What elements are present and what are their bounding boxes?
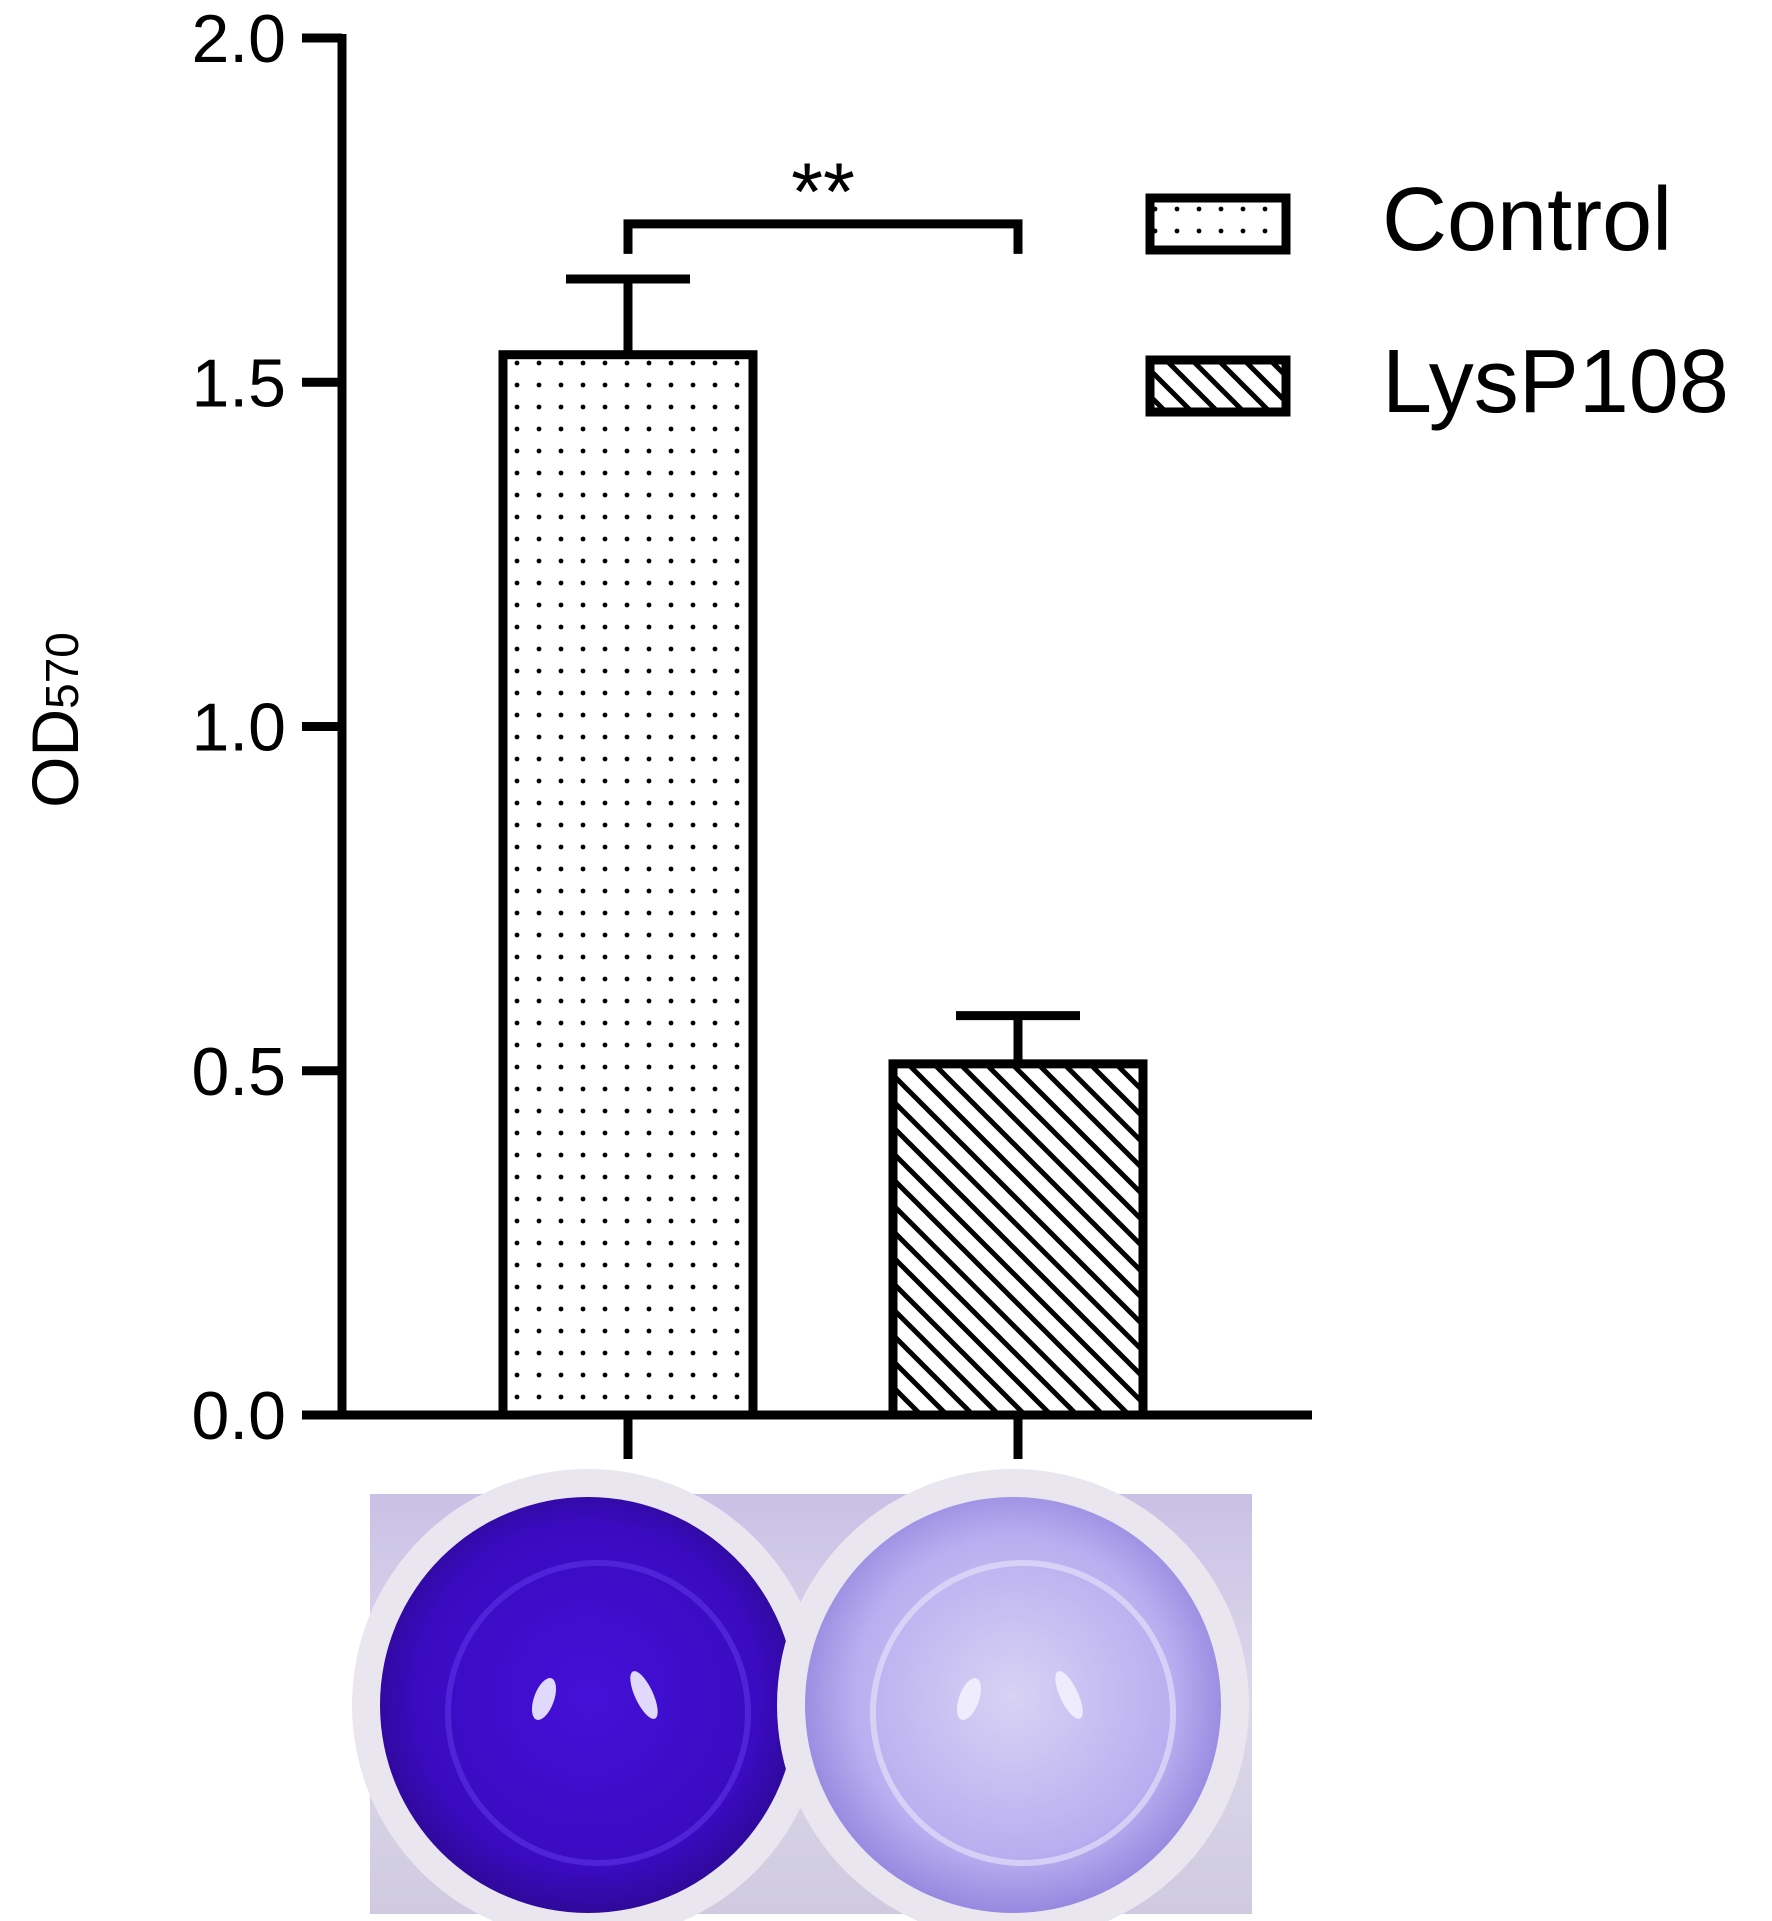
legend-swatch-lysp108: [1145, 355, 1291, 417]
legend: Control LysP108: [1145, 170, 1729, 432]
y-tick-label: 1.0: [191, 690, 286, 766]
well-control: [380, 1497, 796, 1913]
bar-control: [498, 350, 758, 1420]
legend-label: Control: [1382, 170, 1672, 270]
well-glare: [1055, 1671, 1083, 1719]
y-tick-label: 0.5: [191, 1034, 286, 1110]
legend-label: LysP108: [1382, 332, 1729, 432]
well-glare: [630, 1671, 658, 1719]
y-axis-label-main: OD: [18, 709, 92, 808]
y-tick-labels: 0.0 0.5 1.0 1.5 2.0: [191, 1, 286, 1454]
well-glare: [531, 1678, 557, 1720]
error-bars: [566, 274, 1080, 1064]
y-axis-label: OD570: [18, 632, 92, 808]
significance-bracket: **: [623, 147, 1023, 254]
well-lysp108: [805, 1497, 1221, 1913]
y-tick-label: 2.0: [191, 1, 286, 77]
significance-line: [623, 219, 1023, 254]
significance-label: **: [791, 147, 855, 238]
y-tick-label: 1.5: [191, 345, 286, 421]
well-inner-ring: [870, 1560, 1176, 1866]
legend-swatch-control: [1145, 193, 1291, 255]
y-axis-label-subscript: 570: [36, 632, 88, 709]
well-plate-photo: [352, 1469, 1252, 1921]
bar-lysp108: [888, 1059, 1148, 1420]
y-tick-label: 0.0: [191, 1378, 286, 1454]
bars: [498, 350, 1148, 1420]
well-inner-ring: [445, 1560, 751, 1866]
well-glare: [956, 1678, 982, 1720]
